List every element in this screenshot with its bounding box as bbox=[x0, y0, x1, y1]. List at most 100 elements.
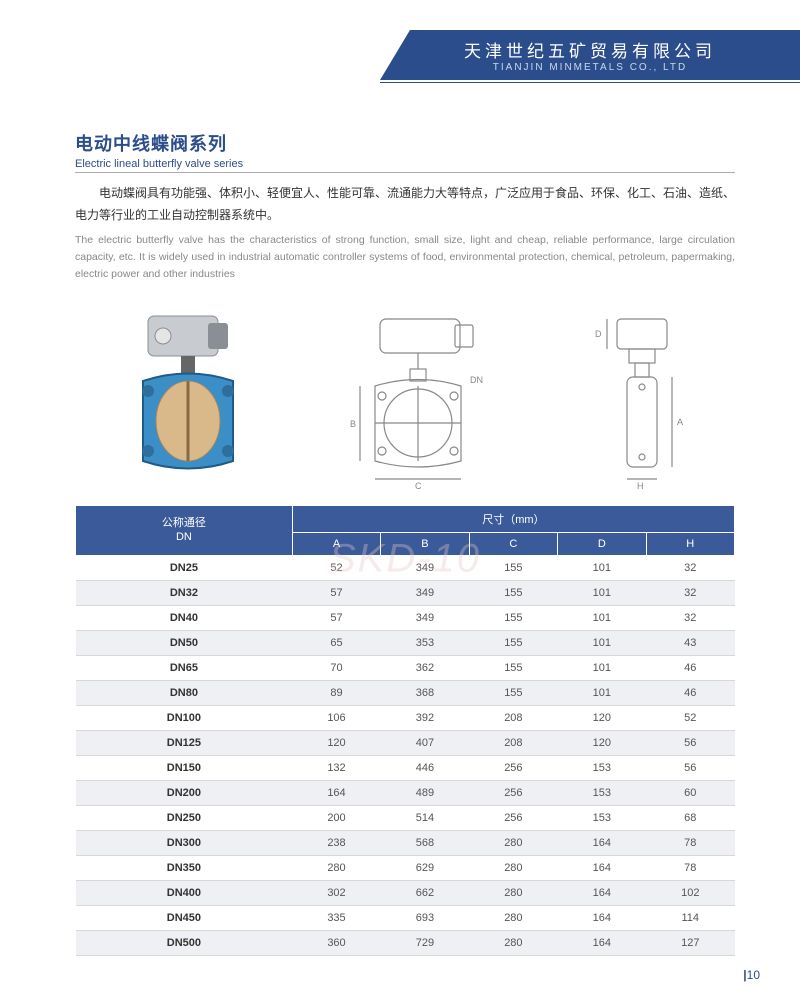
cell-dn: DN32 bbox=[76, 580, 293, 605]
table-row: DN500360729280164127 bbox=[76, 930, 735, 955]
cell-D: 101 bbox=[558, 680, 646, 705]
cell-dn: DN50 bbox=[76, 630, 293, 655]
cell-C: 256 bbox=[469, 805, 557, 830]
table-row: DN30023856828016478 bbox=[76, 830, 735, 855]
cell-D: 101 bbox=[558, 555, 646, 580]
col-dn-en: DN bbox=[176, 531, 192, 543]
cell-A: 70 bbox=[292, 655, 380, 680]
svg-text:D: D bbox=[595, 329, 602, 339]
col-D: D bbox=[558, 532, 646, 555]
cell-C: 208 bbox=[469, 705, 557, 730]
cell-B: 446 bbox=[381, 755, 469, 780]
col-H: H bbox=[646, 532, 734, 555]
cell-A: 200 bbox=[292, 805, 380, 830]
cell-A: 280 bbox=[292, 855, 380, 880]
description-cn: 电动蝶阀具有功能强、体积小、轻便宜人、性能可靠、流通能力大等特点，广泛应用于食品… bbox=[75, 183, 735, 226]
table-row: DN12512040720812056 bbox=[76, 730, 735, 755]
cell-C: 155 bbox=[469, 605, 557, 630]
banner-underline bbox=[380, 82, 800, 83]
cell-B: 662 bbox=[381, 880, 469, 905]
cell-A: 65 bbox=[292, 630, 380, 655]
cell-C: 280 bbox=[469, 830, 557, 855]
col-C: C bbox=[469, 532, 557, 555]
cell-A: 335 bbox=[292, 905, 380, 930]
figure-row: B C DN H A D bbox=[75, 301, 735, 491]
cell-H: 56 bbox=[646, 730, 734, 755]
table-row: DN15013244625615356 bbox=[76, 755, 735, 780]
product-photo bbox=[113, 311, 263, 491]
table-row: DN20016448925615360 bbox=[76, 780, 735, 805]
cell-C: 155 bbox=[469, 630, 557, 655]
schematic-side: H A D bbox=[587, 311, 697, 491]
cell-dn: DN300 bbox=[76, 830, 293, 855]
cell-B: 693 bbox=[381, 905, 469, 930]
cell-D: 153 bbox=[558, 755, 646, 780]
cell-dn: DN250 bbox=[76, 805, 293, 830]
cell-B: 349 bbox=[381, 605, 469, 630]
cell-D: 153 bbox=[558, 805, 646, 830]
cell-B: 407 bbox=[381, 730, 469, 755]
cell-B: 362 bbox=[381, 655, 469, 680]
svg-text:A: A bbox=[677, 417, 683, 427]
table-row: DN405734915510132 bbox=[76, 605, 735, 630]
page-content: 电动中线蝶阀系列 Electric lineal butterfly valve… bbox=[75, 130, 735, 956]
cell-A: 132 bbox=[292, 755, 380, 780]
cell-H: 46 bbox=[646, 655, 734, 680]
table-row: DN400302662280164102 bbox=[76, 880, 735, 905]
cell-H: 43 bbox=[646, 630, 734, 655]
title-divider bbox=[75, 172, 735, 173]
cell-D: 101 bbox=[558, 630, 646, 655]
cell-H: 102 bbox=[646, 880, 734, 905]
cell-H: 46 bbox=[646, 680, 734, 705]
table-row: DN657036215510146 bbox=[76, 655, 735, 680]
cell-C: 155 bbox=[469, 555, 557, 580]
table-row: DN25020051425615368 bbox=[76, 805, 735, 830]
cell-dn: DN350 bbox=[76, 855, 293, 880]
cell-A: 164 bbox=[292, 780, 380, 805]
cell-D: 164 bbox=[558, 855, 646, 880]
cell-C: 280 bbox=[469, 880, 557, 905]
cell-D: 164 bbox=[558, 880, 646, 905]
table-row: DN506535315510143 bbox=[76, 630, 735, 655]
cell-H: 78 bbox=[646, 855, 734, 880]
svg-text:DN: DN bbox=[470, 375, 483, 385]
col-B: B bbox=[381, 532, 469, 555]
table-row: DN10010639220812052 bbox=[76, 705, 735, 730]
cell-dn: DN500 bbox=[76, 930, 293, 955]
cell-D: 120 bbox=[558, 730, 646, 755]
cell-H: 114 bbox=[646, 905, 734, 930]
cell-dn: DN200 bbox=[76, 780, 293, 805]
table-row: DN35028062928016478 bbox=[76, 855, 735, 880]
cell-D: 101 bbox=[558, 580, 646, 605]
company-banner: 天津世纪五矿贸易有限公司 TIANJIN MINMETALS CO., LTD bbox=[380, 30, 800, 80]
cell-H: 68 bbox=[646, 805, 734, 830]
cell-C: 280 bbox=[469, 930, 557, 955]
cell-A: 52 bbox=[292, 555, 380, 580]
company-name-en: TIANJIN MINMETALS CO., LTD bbox=[493, 62, 687, 73]
cell-H: 127 bbox=[646, 930, 734, 955]
cell-A: 106 bbox=[292, 705, 380, 730]
cell-dn: DN40 bbox=[76, 605, 293, 630]
cell-A: 120 bbox=[292, 730, 380, 755]
table-row: DN255234915510132 bbox=[76, 555, 735, 580]
cell-C: 155 bbox=[469, 580, 557, 605]
cell-C: 155 bbox=[469, 655, 557, 680]
cell-C: 208 bbox=[469, 730, 557, 755]
cell-D: 153 bbox=[558, 780, 646, 805]
col-dn-cn: 公称通径 bbox=[162, 517, 206, 529]
product-title-cn: 电动中线蝶阀系列 bbox=[75, 130, 735, 156]
table-header: 公称通径 DN 尺寸（mm） ABCDH bbox=[76, 505, 735, 555]
page-number: |10 bbox=[743, 968, 760, 982]
cell-D: 164 bbox=[558, 905, 646, 930]
table-row: DN808936815510146 bbox=[76, 680, 735, 705]
cell-H: 56 bbox=[646, 755, 734, 780]
svg-text:B: B bbox=[350, 419, 356, 429]
cell-B: 368 bbox=[381, 680, 469, 705]
cell-C: 280 bbox=[469, 855, 557, 880]
cell-H: 52 bbox=[646, 705, 734, 730]
cell-A: 89 bbox=[292, 680, 380, 705]
cell-B: 729 bbox=[381, 930, 469, 955]
cell-B: 629 bbox=[381, 855, 469, 880]
table-row: DN325734915510132 bbox=[76, 580, 735, 605]
cell-B: 349 bbox=[381, 580, 469, 605]
